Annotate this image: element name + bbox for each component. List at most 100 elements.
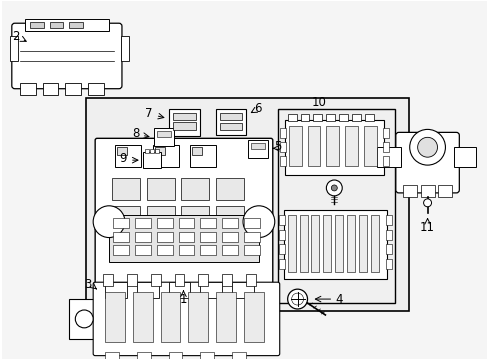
Bar [181,178,209,200]
Bar [42,83,59,95]
Bar [135,218,150,228]
Text: 8: 8 [132,127,139,140]
Bar [200,246,216,255]
Bar [222,231,238,242]
Bar [137,282,158,298]
Bar [200,231,216,242]
Bar [216,178,244,200]
Bar [150,274,161,286]
Bar [113,231,129,242]
Bar [112,178,140,200]
Bar [376,147,400,167]
Bar [178,246,194,255]
Bar [188,292,208,342]
Text: 2: 2 [12,30,20,42]
Text: 11: 11 [419,221,434,234]
Bar [278,260,284,269]
Bar [311,215,319,272]
Bar [133,292,152,342]
Circle shape [93,206,124,238]
Circle shape [325,180,342,196]
Bar [172,122,196,130]
Bar [146,206,174,228]
Bar [307,126,320,166]
FancyBboxPatch shape [395,132,458,193]
Bar [385,244,391,255]
Bar [453,147,475,167]
Bar [168,352,182,360]
Text: 6: 6 [254,102,261,115]
Bar [288,126,301,166]
Bar [113,218,129,228]
Bar [156,131,170,137]
Bar [115,145,141,167]
Bar [339,113,347,121]
Bar [161,292,180,342]
Bar [200,282,222,298]
Bar [284,121,383,175]
Bar [65,83,81,95]
Bar [287,215,295,272]
FancyBboxPatch shape [95,138,272,286]
Bar [222,218,238,228]
Bar [244,292,264,342]
Bar [279,156,285,166]
Bar [105,282,127,298]
Bar [278,215,284,225]
Bar [137,352,150,360]
Bar [402,185,416,197]
Bar [244,218,259,228]
Bar [438,185,451,197]
Bar [278,244,284,255]
Bar [358,215,366,272]
Bar [346,215,354,272]
Bar [153,129,173,146]
Bar [156,218,172,228]
Bar [168,109,200,136]
Circle shape [287,289,307,309]
Text: 4: 4 [335,293,342,306]
Bar [146,178,174,200]
Bar [222,274,232,286]
Text: 3: 3 [84,278,92,291]
Bar [220,123,242,130]
Text: 9: 9 [119,152,126,165]
Bar [105,292,124,342]
Bar [146,234,174,255]
Bar [103,274,113,286]
Circle shape [75,310,93,328]
Bar [109,215,258,262]
Bar [30,22,43,28]
Bar [420,185,434,197]
Bar [247,140,267,158]
Bar [168,282,190,298]
Bar [190,145,216,167]
Bar [245,274,255,286]
Bar [279,129,285,138]
Bar [174,274,184,286]
Bar [181,234,209,255]
Text: 5: 5 [273,140,281,153]
Bar [244,231,259,242]
Bar [382,156,388,166]
Bar [299,215,307,272]
Bar [144,149,148,153]
Circle shape [423,199,431,207]
Bar [192,147,202,155]
Bar [278,230,284,239]
Bar [335,215,343,272]
Bar [385,260,391,269]
Bar [154,149,158,153]
Bar [325,113,335,121]
Circle shape [409,129,445,165]
Bar [181,206,209,228]
Bar [287,113,296,121]
Bar [277,109,394,303]
Bar [250,143,264,149]
Bar [216,109,245,135]
Bar [154,147,164,155]
Bar [152,145,178,167]
Bar [370,215,378,272]
Bar [127,274,137,286]
Bar [216,206,244,228]
